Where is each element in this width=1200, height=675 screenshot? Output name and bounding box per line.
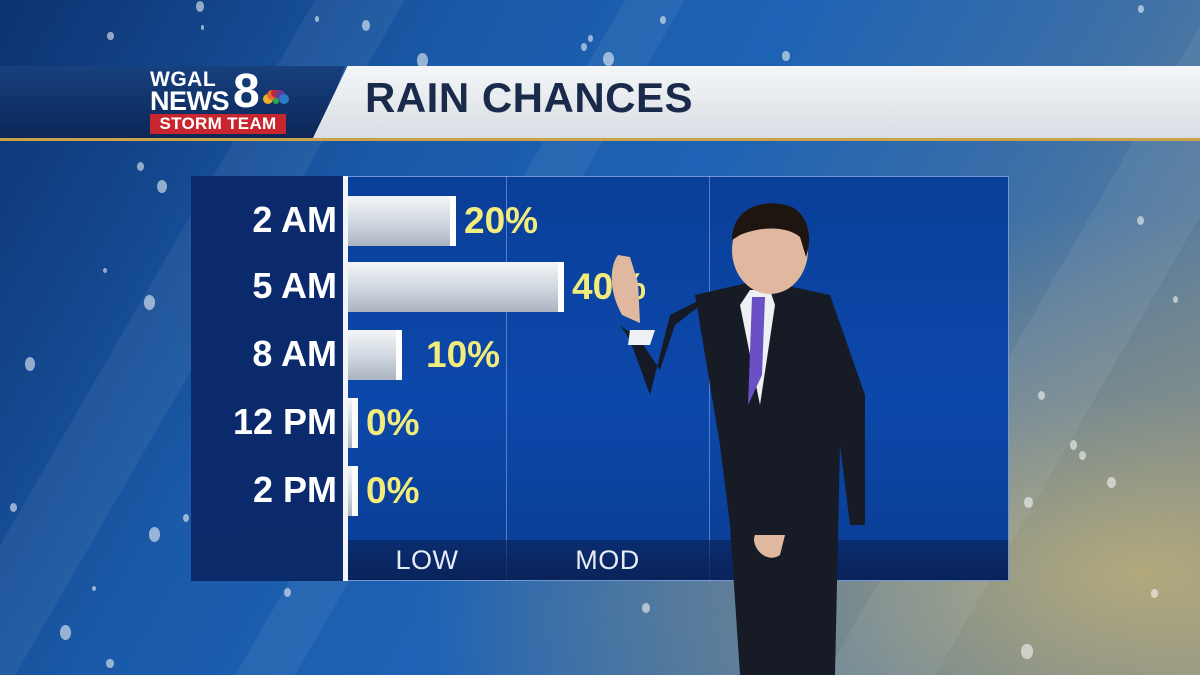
time-label: 2 AM [252, 199, 337, 240]
time-label: 2 PM [252, 469, 337, 510]
raindrop [1069, 440, 1078, 450]
raindrop [107, 31, 115, 41]
storm-team-badge: STORM TEAM [150, 114, 286, 134]
raindrop [416, 52, 428, 68]
raindrop [1038, 390, 1046, 401]
header-underline [0, 138, 1200, 141]
logo-channel-number: 8 [233, 65, 260, 118]
raindrop [24, 357, 36, 371]
raindrop [602, 52, 614, 67]
title-banner [312, 66, 1200, 140]
time-label: 12 PM [232, 401, 337, 442]
raindrop [59, 624, 72, 640]
raindrop [1021, 643, 1033, 659]
header-bar: WGAL NEWS 8 STORM TEAM RAIN CHANCES [0, 66, 1200, 141]
raindrop [91, 585, 96, 591]
raindrop [10, 502, 18, 513]
raindrop [137, 162, 145, 172]
raindrop [143, 295, 156, 311]
raindrop [106, 658, 114, 668]
raindrop [587, 34, 594, 42]
rain-chance-value: 0% [366, 402, 420, 443]
raindrop [361, 19, 371, 31]
band-label-mod: MOD [575, 545, 640, 575]
rain-chance-value: 20% [464, 200, 539, 241]
band-divider [506, 176, 507, 581]
station-logo: WGAL NEWS 8 STORM TEAM [0, 66, 345, 140]
raindrop [659, 16, 666, 24]
raindrop [148, 527, 160, 542]
logo-call-letters: WGAL [150, 68, 217, 91]
rain-chance-bar [348, 398, 358, 448]
raindrop [102, 268, 107, 274]
peacock-icon [263, 90, 289, 104]
rain-chance-bar [348, 466, 358, 516]
raindrop [782, 50, 790, 61]
time-label: 5 AM [252, 265, 337, 306]
rain-chance-bar [348, 330, 402, 380]
time-label: 8 AM [252, 333, 337, 374]
raindrop [1107, 476, 1116, 489]
raindrop [283, 587, 292, 598]
chart-axis [343, 176, 348, 581]
logo-news-text: NEWS [150, 86, 230, 116]
raindrop [581, 42, 588, 51]
raindrop [1138, 4, 1145, 13]
raindrop [642, 602, 651, 613]
raindrop [314, 16, 320, 22]
band-footer [348, 540, 1008, 580]
raindrop [156, 179, 167, 193]
rain-chance-value: 10% [426, 334, 501, 375]
chart-title: RAIN CHANCES [365, 74, 694, 121]
band-label-low: LOW [395, 545, 459, 575]
raindrop [1023, 497, 1033, 509]
raindrop [195, 0, 205, 12]
raindrop [1172, 296, 1178, 303]
raindrop [200, 24, 205, 30]
raindrop [1136, 216, 1144, 226]
presenter-figure [611, 203, 865, 675]
raindrop [182, 513, 189, 522]
time-label-column [191, 176, 343, 581]
raindrop [1150, 589, 1158, 598]
rain-chance-value: 0% [366, 470, 420, 511]
rain-chance-bar [348, 262, 564, 312]
rain-chance-bar [348, 196, 456, 246]
raindrop [1078, 450, 1086, 461]
